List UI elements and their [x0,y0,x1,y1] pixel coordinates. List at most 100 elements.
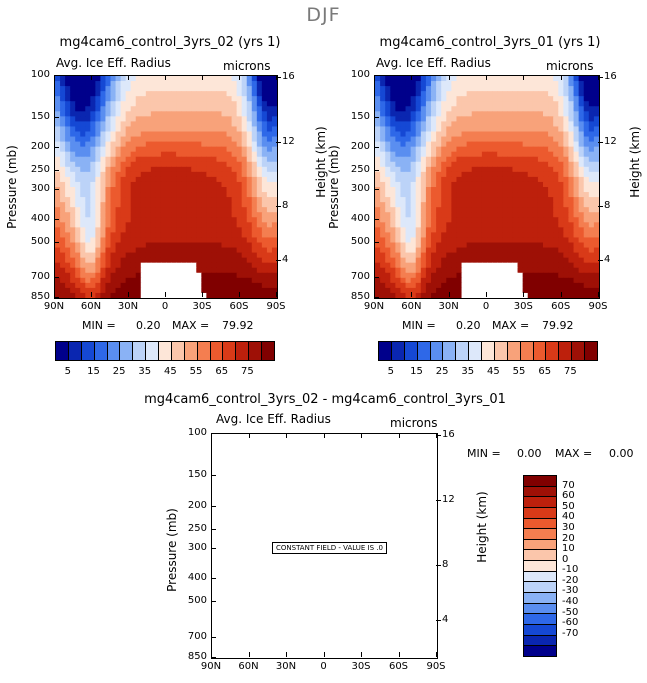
field-cell [588,242,595,249]
field-cell [55,81,61,87]
field-cell [568,91,575,97]
field-cell [226,227,233,234]
field-cell [568,156,575,163]
field-cell [573,292,580,298]
field-cell [155,91,162,97]
field-cell [181,106,187,112]
field-cell [456,217,463,223]
field-cell [446,101,452,107]
field-cell [171,146,177,153]
field-cell [425,116,432,123]
field-cell [110,166,117,173]
field-cell [532,267,539,274]
field-cell [543,86,549,92]
field-cell [70,247,76,254]
field-cell [375,106,381,112]
field-cell [568,121,575,128]
field-cell [221,131,228,138]
field-cell [568,247,575,254]
field-cell [135,171,142,178]
field-cell [390,197,396,203]
field-cell [186,277,192,284]
field-cell [135,292,142,298]
field-cell [120,91,127,97]
field-cell [593,101,599,107]
field-cell [241,212,248,218]
field-cell [75,116,81,123]
field-cell [410,207,417,213]
field-cell [55,232,61,239]
field-cell [75,227,81,234]
field-cell [145,156,152,163]
field-cell [492,106,498,112]
field-cell [145,176,152,183]
field-cell [517,131,524,138]
field-cell [436,292,442,298]
field-cell [266,106,273,112]
field-cell [145,237,152,244]
field-cell [420,217,427,223]
field-cell [517,232,524,239]
colorbar-swatch [546,342,560,360]
field-cell [497,141,503,148]
field-cell [395,287,402,294]
y-tick-label: 150 [187,469,207,481]
field-cell [502,287,508,294]
field-cell [155,192,162,198]
field-cell [176,247,182,254]
field-cell [492,227,498,234]
field-cell [271,131,277,138]
y-tick-label: 500 [30,235,50,247]
field-cell [573,212,580,218]
field-cell [583,227,590,234]
y-tick-mark [374,241,379,243]
field-cell [425,136,432,143]
field-cell [507,161,514,168]
field-cell [481,106,488,112]
field-cell [431,282,437,289]
field-cell [537,212,544,218]
field-cell [481,101,488,107]
field-cell [201,212,207,218]
x-tick-mark [448,75,450,80]
field-cell [512,217,519,223]
field-cell [502,106,508,112]
field-cell [135,247,142,254]
field-cell [532,252,539,259]
field-cell [105,131,112,138]
field-cell [246,192,253,198]
field-cell [166,192,172,198]
field-cell [502,222,508,228]
field-cell [456,282,463,289]
field-cell [241,156,248,163]
field-cell [206,116,213,123]
field-cell [191,81,197,87]
field-cell [261,106,268,112]
field-cell [578,242,585,249]
field-cell [420,187,427,193]
field-cell [471,116,478,123]
field-cell [241,252,248,259]
field-cell [522,202,529,208]
field-cell [105,202,112,208]
field-cell [211,212,218,218]
field-cell [553,252,559,259]
field-cell [578,176,585,183]
field-cell [186,171,192,178]
field-cell [456,257,463,264]
field-cell [517,151,524,158]
field-cell [497,217,503,223]
field-cell [181,237,187,244]
field-cell [266,262,273,269]
field-cell [405,86,412,92]
colorbar-swatch [520,342,534,360]
field-cell [512,277,519,284]
field-cell [231,262,238,269]
colorbar-label: 25 [435,366,449,377]
field-cell [100,111,107,117]
field-cell [380,111,386,117]
field-cell [487,292,493,298]
field-cell [266,287,273,294]
field-cell [578,161,585,168]
x-tick-mark [239,75,240,80]
